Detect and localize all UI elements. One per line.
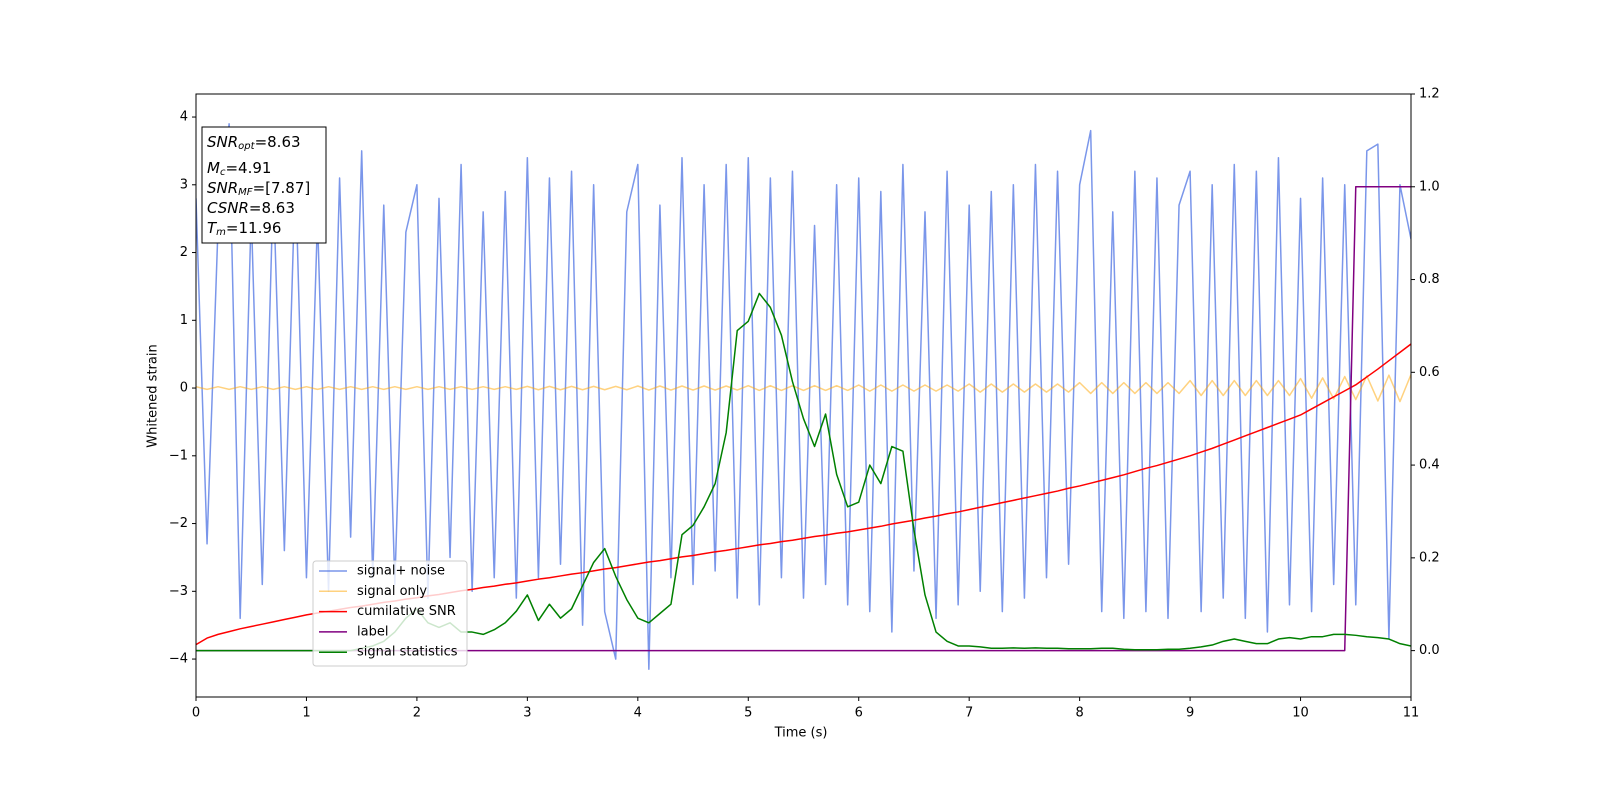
annotation: Tm=11.96	[207, 219, 281, 239]
y2-tick-label: 0.8	[1419, 272, 1440, 287]
legend-label: signal only	[357, 584, 427, 599]
y-tick-label: 3	[180, 177, 188, 192]
x-tick-label: 5	[744, 706, 752, 721]
y-tick-label: −1	[169, 448, 188, 463]
y-tick-label: −4	[169, 652, 188, 667]
y2-tick-label: 0.4	[1419, 458, 1440, 473]
y-tick-label: 1	[180, 313, 188, 328]
annotation: CSNR=8.63	[207, 199, 295, 217]
annotation-frame	[201, 126, 327, 244]
annotation-subscript: opt	[238, 141, 255, 152]
y-tick-label: 2	[180, 245, 188, 260]
x-tick-label: 1	[302, 706, 310, 721]
x-tick-label: 2	[413, 706, 421, 721]
legend-label: cumilative SNR	[357, 604, 456, 619]
annotation-symbol: T	[207, 219, 218, 237]
annotation-box: SNRopt=8.63Mc=4.91SNRMF=[7.87]CSNR=8.63T…	[201, 126, 327, 244]
annotation-subscript: c	[220, 167, 226, 178]
axes-frame	[195, 93, 1412, 698]
annotation-text: =8.63	[249, 199, 295, 217]
y-tick-label: −3	[169, 584, 188, 599]
y2-tick-label: 0.0	[1419, 643, 1440, 658]
x-tick-label: 0	[192, 706, 200, 721]
annotation-text: =11.96	[226, 219, 282, 237]
y2-tick-label: 0.2	[1419, 550, 1440, 565]
annotation-text: =[7.87]	[253, 179, 311, 197]
annotation-subscript: MF	[238, 187, 253, 198]
annotation: Mc=4.91	[207, 159, 271, 179]
series-line	[196, 374, 1411, 403]
annotation-text: =8.63	[255, 133, 301, 151]
y2-tick-label: 1.2	[1419, 87, 1440, 102]
legend: signal+ noise signal only cumilative SNR la…	[312, 560, 468, 667]
annotation-symbol: CSNR	[207, 199, 249, 217]
x-tick-label: 9	[1186, 706, 1194, 721]
x-tick-label: 6	[855, 706, 863, 721]
x-axis-label: Time (s)	[774, 726, 828, 741]
series-line	[196, 123, 1411, 670]
legend-label: signal+ noise	[357, 564, 445, 579]
annotation-symbol: SNR	[207, 133, 238, 151]
legend-label: label	[357, 624, 388, 639]
x-tick-label: 10	[1292, 706, 1309, 721]
annotation-text: =4.91	[225, 159, 271, 177]
x-tick-label: 4	[634, 706, 642, 721]
y-tick-label: −2	[169, 516, 188, 531]
y-tick-label: 4	[180, 110, 188, 125]
annotation-symbol: SNR	[207, 179, 238, 197]
annotation: SNRopt=8.63	[207, 133, 301, 153]
y2-tick-label: 1.0	[1419, 179, 1440, 194]
x-tick-label: 3	[523, 706, 531, 721]
y2-tick-label: 0.6	[1419, 365, 1440, 380]
x-tick-label: 7	[965, 706, 973, 721]
annotation-subscript: m	[216, 227, 226, 238]
legend-label: signal statistics	[357, 645, 458, 660]
x-tick-label: 11	[1403, 706, 1420, 721]
y-axis-label: Whitened strain	[146, 344, 161, 447]
legend-frame	[312, 560, 468, 667]
annotation-symbol: M	[207, 159, 220, 177]
annotation: SNRMF=[7.87]	[207, 179, 310, 199]
y-tick-label: 0	[180, 381, 188, 396]
x-tick-label: 8	[1075, 706, 1083, 721]
